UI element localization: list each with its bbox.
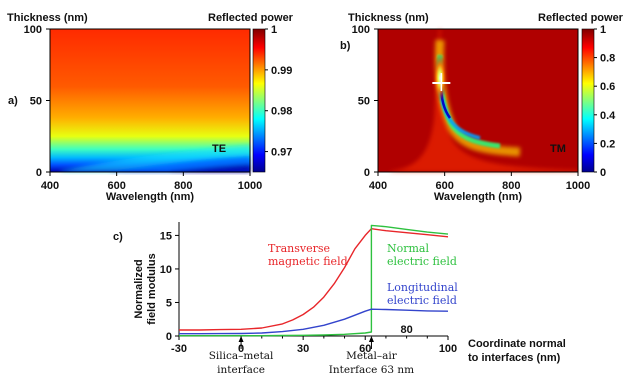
panel-b-colorbar-ticks: 1 0.8 0.6 0.4 0.2 0 <box>594 24 616 179</box>
panel-b-ylabel: Thickness (nm) <box>348 12 429 24</box>
panel-b: Thickness (nm) Reflected power b) TM 400… <box>340 12 624 203</box>
annotation-metal-air-interface: Metal–air <box>346 350 398 362</box>
series-label-longitudinal-electric-field: Longitudinal <box>387 281 458 294</box>
panel-b-marker <box>432 73 451 92</box>
panel-a-ytick-label: 100 <box>24 24 42 36</box>
panel-b-xtick-label: 1000 <box>566 180 590 192</box>
panel-a-yticks: 0 50 100 <box>24 24 50 179</box>
panel-c-ytick-label: 0 <box>166 331 172 343</box>
panel-b-resonance-band <box>390 29 578 172</box>
panel-c-ylabel-line1: Normalized <box>133 259 145 318</box>
series-line-longitudinal-electric-field <box>179 308 449 335</box>
panel-c-xlabel-line2: to interfaces (nm) <box>468 352 561 364</box>
panel-a-colorbar-tick-label: 0.98 <box>271 106 292 118</box>
panel-c-ytick-label: 10 <box>160 264 172 276</box>
series-line-transverse-magnetic-field <box>179 227 449 331</box>
series-label-transverse-magnetic-field: Transverse <box>268 242 330 255</box>
panel-a-label: a) <box>8 95 18 107</box>
panel-a-colorbar-ticks: 1 0.99 0.98 0.97 <box>265 24 292 159</box>
panel-b-label: b) <box>340 40 351 52</box>
panel-a-xtick-label: 400 <box>41 180 59 192</box>
panel-a-ylabel: Thickness (nm) <box>7 12 88 24</box>
panel-a-ytick-label: 0 <box>36 167 42 179</box>
panel-a-annotation: TE <box>212 143 226 155</box>
panel-c-xlabel-line1: Coordinate normal <box>468 338 566 350</box>
panel-b-xtick-label: 800 <box>502 180 520 192</box>
annotation-silica-metal-interface: Silica–metal <box>209 350 274 362</box>
series-label-normal-electric-field: Normal <box>387 242 429 255</box>
annotation-arrowhead-metal-air-interface <box>368 336 374 342</box>
panel-b-colorbar-tick-label: 0 <box>600 167 606 179</box>
panel-c-annotations: Silica–metal interface Metal–air Interface … <box>209 336 414 376</box>
series-label-longitudinal-electric-field: electric field <box>387 294 457 307</box>
panel-b-ytick-label: 100 <box>352 24 370 36</box>
panel-b-colorbar-title: Reflected power <box>538 12 624 24</box>
panel-b-colorbar <box>581 28 595 173</box>
panel-c-xtick-label: 100 <box>439 343 457 355</box>
panel-a-xlabel: Wavelength (nm) <box>106 191 195 203</box>
panel-a-ytick-label: 50 <box>30 96 42 108</box>
panel-b-annotation: TM <box>550 143 566 155</box>
panel-c-ytick-label: 5 <box>166 297 172 309</box>
panel-b-colorbar-tick-label: 0.4 <box>600 110 616 122</box>
panel-c-ytick-label: 15 <box>160 230 172 242</box>
panel-c-xtick-label: 60 <box>359 343 371 355</box>
panel-b-xtick-label: 400 <box>369 180 387 192</box>
panel-a-xticks: 400 600 800 1000 <box>41 172 262 192</box>
panel-c-xtick-label: -30 <box>171 343 187 355</box>
panel-b-colorbar-tick-label: 1 <box>600 24 606 36</box>
panel-b-colorbar-tick-label: 0.8 <box>600 53 615 65</box>
panel-c-ylabel-line2: field modulus <box>146 253 158 325</box>
panel-a-colorbar-tick-label: 0.99 <box>271 65 292 77</box>
panel-c-xtick-label: 30 <box>297 343 309 355</box>
panel-c-series <box>179 224 449 337</box>
panel-b-colorbar-tick-label: 0.6 <box>600 81 615 93</box>
panel-b-xticks: 400 600 800 1000 <box>369 172 590 192</box>
annotation-silica-metal-interface: interface <box>217 364 265 376</box>
series-line-normal-electric-field <box>179 224 449 337</box>
panel-a-colorbar-title: Reflected power <box>208 12 294 24</box>
panel-a-colorbar <box>252 28 266 173</box>
panel-b-xtick-label: 600 <box>435 180 453 192</box>
panel-b-yticks: 0 50 100 <box>352 24 378 179</box>
panel-a-xtick-label: 800 <box>174 180 192 192</box>
series-label-transverse-magnetic-field: magnetic field <box>268 255 348 268</box>
panel-c: c) Normalized field modulus -300 30 60 100 8… <box>113 222 566 376</box>
panel-a-colorbar-tick-label: 0.97 <box>271 147 292 159</box>
annotation-metal-air-interface: Interface 63 nm <box>329 364 414 376</box>
panel-b-ytick-label: 0 <box>364 167 370 179</box>
panel-a: Thickness (nm) Reflected power a) TE 400… <box>7 12 294 203</box>
panel-a-heatmap-trough <box>60 145 250 172</box>
panel-c-label: c) <box>113 231 123 243</box>
panel-b-xlabel: Wavelength (nm) <box>434 191 523 203</box>
series-label-normal-electric-field: electric field <box>387 255 457 268</box>
panel-a-colorbar-tick-label: 1 <box>271 24 277 36</box>
panel-a-xtick-label: 1000 <box>238 180 262 192</box>
panel-c-xticks: -300306010080 <box>171 324 457 355</box>
panel-b-colorbar-tick-label: 0.2 <box>600 138 615 150</box>
panel-a-xtick-label: 600 <box>107 180 125 192</box>
annotation-arrowhead-silica-metal-interface <box>238 336 244 342</box>
panel-b-ytick-label: 50 <box>358 96 370 108</box>
panel-c-xtick-label-extra: 80 <box>400 324 412 336</box>
panel-c-yticks: 0 5 10 15 <box>160 230 179 343</box>
